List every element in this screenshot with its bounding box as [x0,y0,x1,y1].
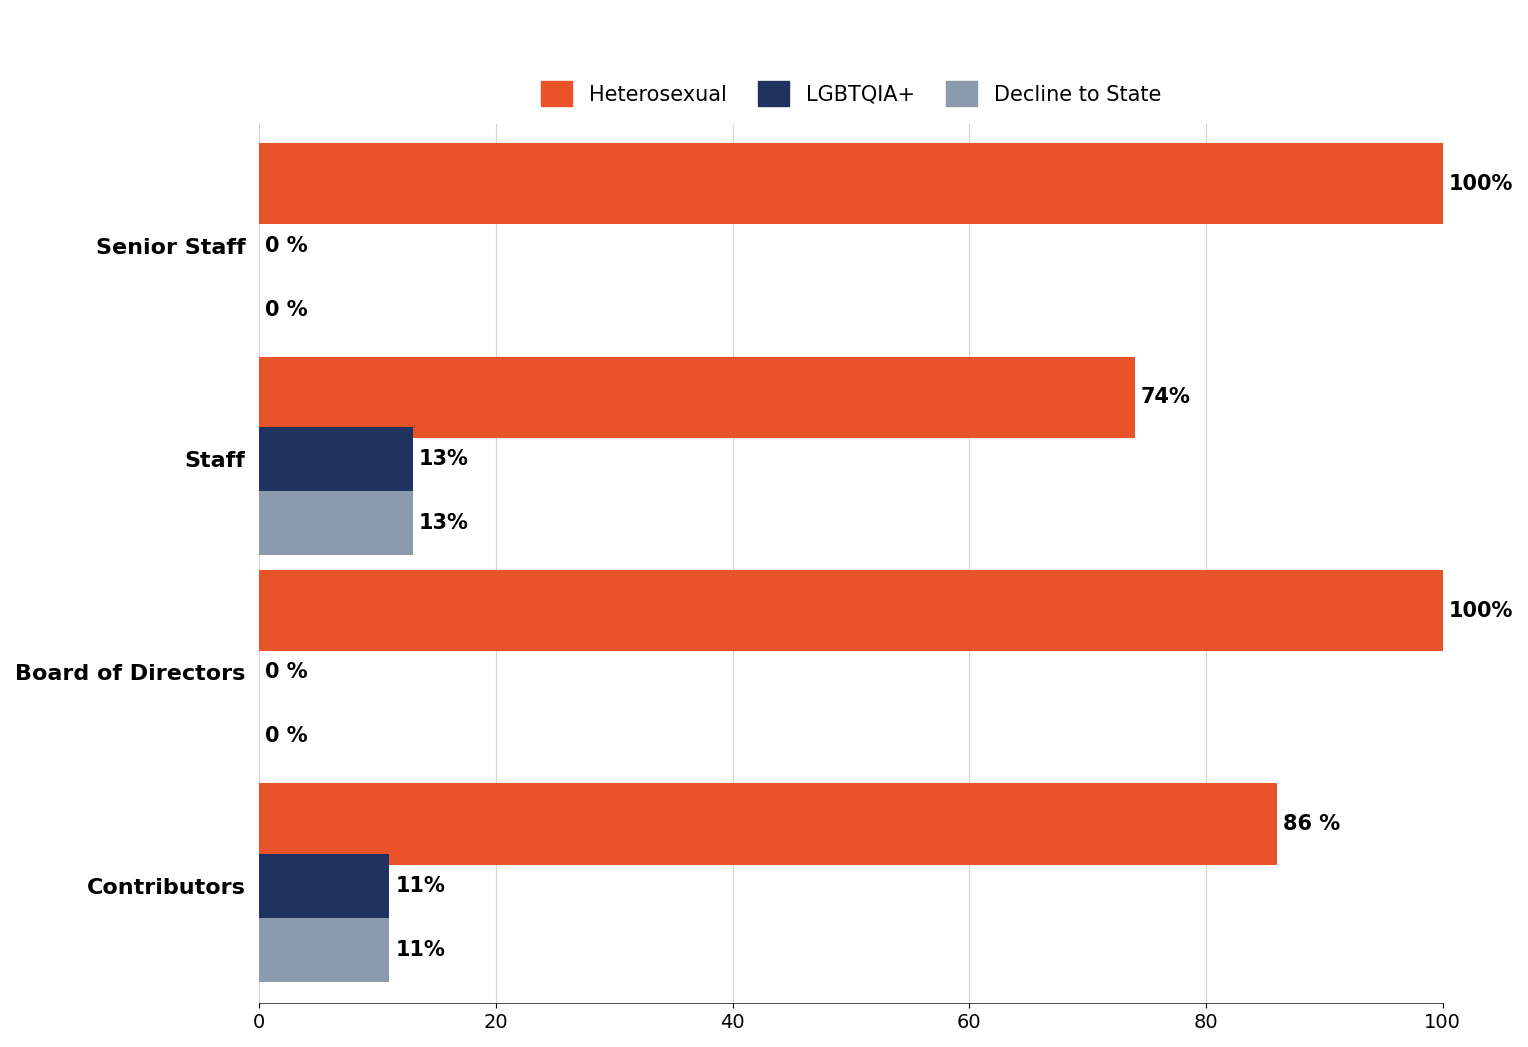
Text: 11%: 11% [396,876,445,896]
Text: 100%: 100% [1449,601,1513,621]
Legend: Heterosexual, LGBTQIA+, Decline to State: Heterosexual, LGBTQIA+, Decline to State [532,72,1169,115]
Bar [260,491,413,555]
Text: 100%: 100% [1449,174,1513,194]
Text: 86 %: 86 % [1284,814,1340,834]
Text: 11%: 11% [396,940,445,960]
Text: 0 %: 0 % [266,727,307,747]
Bar [260,854,390,918]
Text: 74%: 74% [1141,387,1190,407]
Text: 0 %: 0 % [266,299,307,319]
Bar [260,143,1442,224]
Text: 13%: 13% [419,449,469,469]
Bar [260,570,1442,651]
Text: 0 %: 0 % [266,236,307,255]
Text: 0 %: 0 % [266,663,307,683]
Bar [260,918,390,982]
Bar [260,357,1135,438]
Text: 13%: 13% [419,513,469,533]
Bar [260,427,413,491]
Bar [260,783,1277,865]
